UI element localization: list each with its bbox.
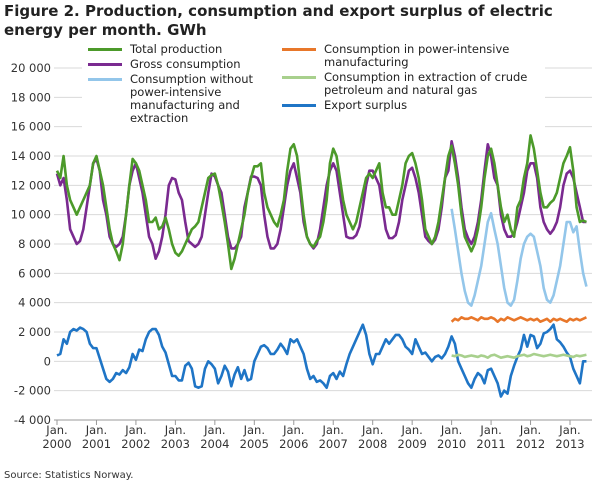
y-tick-label: 0 — [44, 354, 51, 368]
y-tick-label: 20 000 — [11, 61, 51, 75]
legend-label: Consumption in extraction of crude petro… — [324, 70, 528, 97]
legend-label: Consumption in power-intensive manufactu… — [324, 42, 510, 69]
y-tick-label: 14 000 — [11, 149, 51, 163]
x-tick-label: Jan. 2010 — [437, 423, 466, 451]
legend-item: Gross consumption — [82, 58, 272, 71]
legend-item: Total production — [82, 43, 272, 56]
source: Source: Statistics Norway. — [4, 470, 134, 481]
y-tick-label: 16 000 — [11, 120, 51, 134]
y-tick-label: 2 000 — [18, 325, 51, 339]
legend-swatch — [88, 78, 122, 81]
series-line — [451, 352, 587, 359]
legend-item: Consumption in extraction of crude petro… — [276, 71, 544, 97]
x-tick-label: Jan. 2005 — [240, 423, 269, 451]
legend-label: Consumption without power-intensive manu… — [130, 72, 254, 125]
x-tick-label: Jan. 2013 — [555, 423, 584, 451]
legend-swatch — [282, 48, 316, 51]
legend-swatch — [88, 63, 122, 66]
x-tick-label: Jan. 2009 — [398, 423, 427, 451]
x-tick-label: Jan. 2004 — [200, 423, 229, 451]
legend-label: Total production — [130, 42, 223, 56]
legend-label: Export surplus — [324, 98, 408, 112]
x-tick-label: Jan. 2000 — [42, 423, 71, 451]
y-tick-label: -2 000 — [14, 384, 51, 398]
x-tick-label: Jan. 2007 — [319, 423, 348, 451]
series-line — [55, 140, 587, 260]
x-tick-label: Jan. 2006 — [279, 423, 308, 451]
series-line — [450, 316, 587, 324]
legend-label: Gross consumption — [130, 57, 241, 71]
legend-swatch — [282, 76, 316, 79]
chart-title: Figure 2. Production, consumption and ex… — [4, 2, 553, 39]
y-tick-label: 4 000 — [18, 296, 51, 310]
legend-item: Consumption in power-intensive manufactu… — [276, 43, 544, 69]
y-tick-label: 8 000 — [18, 237, 51, 251]
legend-column: Consumption in power-intensive manufactu… — [276, 43, 544, 114]
legend-swatch — [88, 48, 122, 51]
x-tick-label: Jan. 2008 — [358, 423, 387, 451]
legend-swatch — [282, 104, 316, 107]
legend-column: Total production Gross consumption Consump… — [82, 43, 272, 127]
x-tick-label: Jan. 2003 — [161, 423, 190, 451]
y-tick-label: 6 000 — [18, 266, 51, 280]
legend-item: Export surplus — [276, 99, 544, 112]
y-tick-label: -4 000 — [14, 413, 51, 427]
x-tick-label: Jan. 2001 — [82, 423, 111, 451]
x-tick-label: Jan. 2012 — [516, 423, 545, 451]
y-tick-label: 12 000 — [11, 178, 51, 192]
series-line — [56, 323, 587, 398]
y-tick-label: 10 000 — [11, 208, 51, 222]
x-tick-label: Jan. 2002 — [121, 423, 150, 451]
series-line — [450, 208, 588, 307]
legend: Total production Gross consumption Consump… — [82, 40, 545, 132]
legend-item: Consumption without power-intensive manu… — [82, 73, 272, 125]
x-tick-label: Jan. 2011 — [476, 423, 505, 451]
y-tick-label: 18 000 — [11, 90, 51, 104]
series-line — [55, 134, 587, 271]
